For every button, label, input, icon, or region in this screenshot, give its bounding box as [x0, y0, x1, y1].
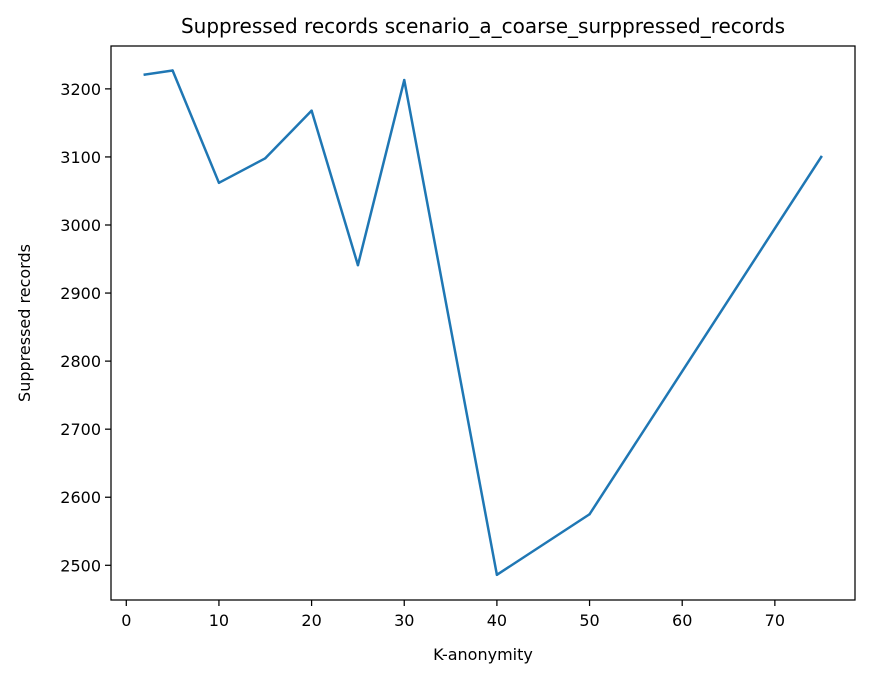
y-tick-label: 3200: [60, 80, 101, 99]
series-layer: [143, 69, 823, 577]
y-tick-label: 2600: [60, 488, 101, 507]
x-tick-label: 60: [672, 611, 692, 630]
series-line-0: [143, 69, 823, 577]
plot-frame: [110, 45, 856, 601]
x-tick-label: 0: [121, 611, 131, 630]
data-point: [143, 73, 147, 76]
y-tick-label: 2800: [60, 352, 101, 371]
x-tick-label: 40: [487, 611, 507, 630]
data-point: [217, 181, 221, 184]
y-axis-label: Suppressed records: [15, 244, 34, 402]
x-tick-label: 30: [394, 611, 414, 630]
y-tick-label: 2700: [60, 420, 101, 439]
chart-title: Suppressed records scenario_a_coarse_sur…: [181, 14, 785, 38]
data-point: [588, 513, 591, 516]
y-tick-label: 2500: [60, 556, 101, 575]
x-tick-label: 70: [765, 611, 785, 630]
data-point: [403, 78, 406, 82]
data-point: [819, 155, 823, 159]
x-axis-label: K-anonymity: [433, 645, 533, 664]
y-tick-label: 2900: [60, 284, 101, 303]
data-point: [171, 69, 174, 72]
data-point: [495, 573, 499, 577]
data-point: [310, 109, 313, 112]
data-point: [264, 157, 267, 160]
data-point: [356, 263, 360, 267]
x-axis-ticks: 0 10 20 30 40 50 60 70: [121, 600, 785, 630]
x-tick-label: 10: [209, 611, 229, 630]
y-axis-ticks: 2500 2600 2700 2800 2900 3000 3100 3200: [60, 80, 111, 575]
x-tick-label: 50: [579, 611, 599, 630]
y-tick-label: 3100: [60, 148, 101, 167]
y-tick-label: 3000: [60, 216, 101, 235]
x-tick-label: 20: [301, 611, 321, 630]
